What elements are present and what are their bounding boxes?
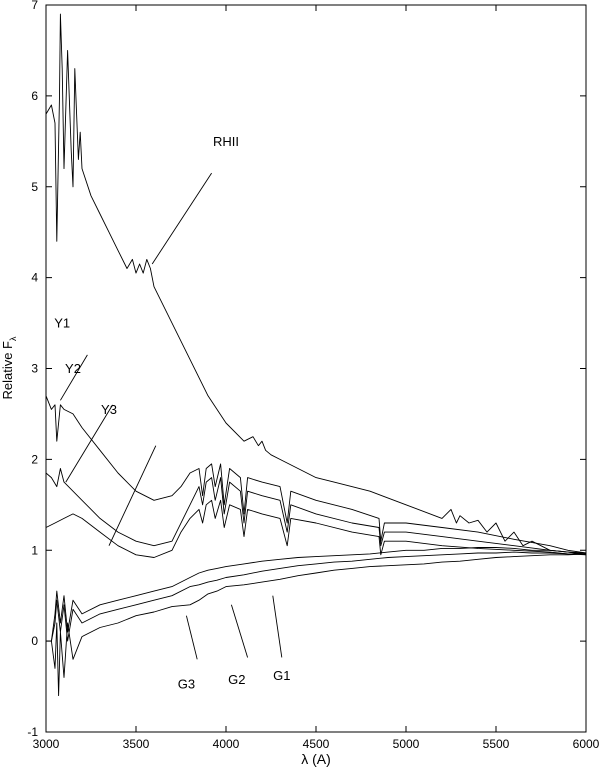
x-tick-label: 6000 (573, 737, 600, 751)
y-tick-label: 4 (31, 271, 38, 285)
annotation-label-y2: Y2 (65, 361, 81, 376)
series-layer (45, 13, 587, 697)
series-line-g3 (46, 553, 587, 697)
series-line-y2 (45, 468, 587, 555)
x-tick-label: 5000 (393, 737, 420, 751)
y-axis-label-main: Relative F (0, 341, 15, 400)
annotation-leader-y2 (65, 404, 113, 483)
y-axis-label-group: Relative Fλ (0, 336, 18, 400)
y-tick-label: 2 (31, 452, 38, 466)
annotation-label-g3: G3 (178, 676, 195, 691)
annotation-leader-y3 (108, 445, 157, 546)
x-tick-label: 3500 (123, 737, 150, 751)
axis-ticks: 3000 3500 4000 4500 5000 5500 6000 -1 0 1 2 3 4 5 6 7 (27, 0, 599, 751)
y-tick-label: 5 (31, 180, 38, 194)
annotation-label-y3: Y3 (101, 402, 117, 417)
y-tick-label: 6 (31, 89, 38, 103)
y-axis-label-subscript: λ (8, 336, 18, 341)
x-tick-label: 4500 (303, 737, 330, 751)
y-axis-label: Relative Fλ (0, 336, 18, 400)
x-axis-label: λ (A) (301, 751, 331, 767)
y-tick-label: 7 (31, 0, 38, 12)
annotation-label-g2: G2 (228, 672, 245, 687)
annotation-leader-y1 (60, 354, 88, 401)
x-tick-label: 4000 (213, 737, 240, 751)
series-line-y1 (45, 395, 587, 554)
annotation-label-g1: G1 (273, 668, 290, 683)
annotation-leader-g3 (185, 615, 198, 660)
series-line-g1 (46, 547, 587, 642)
x-tick-label: 5500 (483, 737, 510, 751)
annotation-label-y1: Y1 (54, 316, 70, 331)
plot-area-frame (45, 4, 587, 733)
series-line-rhii (45, 13, 587, 556)
y-tick-label: -1 (27, 725, 38, 739)
y-tick-label: 3 (31, 362, 38, 376)
annotation-leader-rhii (151, 172, 212, 265)
series-line-g2 (46, 551, 586, 642)
annotation-leader-g1 (272, 595, 283, 658)
annotation-label-rhii: RHII (213, 134, 239, 149)
x-tick-label: 3000 (33, 737, 60, 751)
series-line-y3 (45, 499, 587, 558)
y-tick-label: 0 (31, 634, 38, 648)
annotation-layer: RHII Y1 Y2 Y3 G3 G2 G1 (54, 134, 290, 692)
annotation-leader-g2 (230, 604, 249, 658)
y-tick-label: 1 (31, 543, 38, 557)
